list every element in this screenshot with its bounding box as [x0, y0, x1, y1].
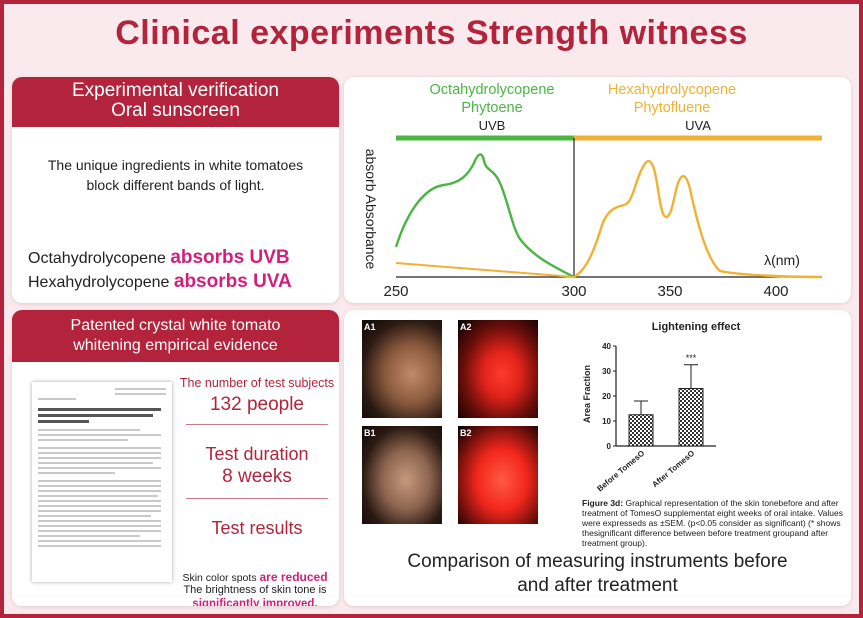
duration-label: Test duration — [205, 444, 309, 464]
oral-sunscreen-panel: Experimental verification Oral sunscreen… — [12, 77, 339, 303]
absorb1-effect: absorbs UVB — [170, 247, 290, 268]
whitening-evidence-panel: Patented crystal white tomato whitening … — [12, 310, 339, 606]
photo-b2: B2 — [458, 426, 538, 524]
bar-y-tick-label: 30 — [602, 367, 611, 376]
phytofluene-tail-curve — [395, 262, 575, 278]
green-label-line-2: Phytoene — [461, 100, 522, 116]
bar-category-label: After TomesO — [650, 449, 696, 490]
absorb-uva-statement: Hexahydrolycopene absorbs UVA — [28, 271, 338, 293]
photo-tag-b1: B1 — [364, 428, 376, 438]
absorbance-spectrum-chart: Octahydrolycopene Phytoene Hexahydrolyco… — [363, 82, 823, 300]
whitening-evidence-heading: Patented crystal white tomato whitening … — [12, 310, 339, 362]
result1-highlight: are reduced — [259, 570, 328, 584]
orange-label-line-1: Hexahydrolycopene — [608, 82, 736, 98]
bar-category-label: Before TomesO — [595, 449, 646, 494]
absorbance-spectrum-panel: Octahydrolycopene Phytoene Hexahydrolyco… — [344, 77, 851, 303]
green-label-line-1: Octahydrolycopene — [430, 82, 555, 98]
heading-line-2: Oral sunscreen — [111, 100, 240, 121]
compare-line-1: Comparison of measuring instruments befo… — [407, 551, 788, 572]
figure-caption: Figure 3d: Graphical representation of t… — [582, 498, 848, 548]
x-tick-250: 250 — [383, 283, 408, 300]
bar-y-tick-label: 0 — [607, 442, 612, 451]
caption-bold: Figure 3d: — [582, 498, 624, 508]
x-tick-350: 350 — [657, 283, 682, 300]
phytofluene-curve — [573, 160, 823, 279]
absorb1-name: Octahydrolycopene — [28, 250, 166, 267]
uva-label: UVA — [685, 118, 711, 133]
bar-chart-title: Lightening effect — [652, 321, 741, 333]
bar — [628, 414, 654, 447]
research-paper-thumbnail — [32, 382, 172, 582]
duration-value: 8 weeks — [222, 466, 292, 487]
caption-text: Graphical representation of the skin ton… — [582, 498, 843, 548]
compare-line-2: and after treatment — [517, 575, 678, 596]
photo-a1: A1 — [362, 320, 442, 418]
y-axis-label: absorb Absorbance — [363, 149, 379, 270]
bar-layer: 0 10 20 30 40 Before TomesO After TomesO *** — [595, 342, 716, 493]
bar-chart-ylabel: Area Fraction — [582, 365, 592, 423]
result-significant: significantly improved. — [192, 598, 318, 606]
absorb2-effect: absorbs UVA — [173, 271, 292, 292]
phytoene-curve — [394, 153, 575, 279]
subjects-label: The number of test subjects — [179, 376, 335, 390]
result1-prefix: Skin color spots — [182, 572, 260, 584]
page-title: Clinical experiments Strength witness — [115, 14, 748, 52]
desc-line-1: The unique ingredients in white tomatoes — [47, 157, 304, 173]
divider — [186, 498, 328, 499]
x-unit-label: λ(nm) — [764, 252, 800, 268]
absorb-uvb-statement: Octahydrolycopene absorbs UVB — [28, 247, 338, 269]
x-tick-300: 300 — [561, 283, 586, 300]
evidence-heading-line-2: whitening empirical evidence — [73, 337, 278, 354]
subjects-value: 132 people — [209, 394, 305, 415]
bar-y-tick-label: 40 — [602, 342, 611, 351]
orange-label-line-2: Phytofluene — [634, 100, 711, 116]
heading-line-1: Experimental verification — [72, 80, 279, 101]
photo-b1: B1 — [362, 426, 442, 524]
divider — [186, 424, 328, 425]
bar-y-tick-label: 20 — [602, 392, 611, 401]
x-tick-400: 400 — [763, 283, 788, 300]
result-brightness: The brightness of skin tone is — [183, 584, 327, 596]
ingredients-description: The unique ingredients in white tomatoes… — [12, 155, 339, 195]
bar-y-tick-label: 10 — [602, 417, 611, 426]
results-label: Test results — [211, 518, 303, 538]
uvb-label: UVB — [479, 118, 506, 133]
result-spots-reduced: Skin color spots are reduced — [172, 570, 338, 584]
photo-tag-a2: A2 — [460, 322, 472, 332]
instrument-comparison-panel: A1 A2 B1 B2 Lightening effect Area Fract… — [344, 310, 851, 606]
comparison-caption: Comparison of measuring instruments befo… — [344, 550, 851, 598]
photo-tag-a1: A1 — [364, 322, 376, 332]
photo-a2: A2 — [458, 320, 538, 418]
photo-tag-b2: B2 — [460, 428, 472, 438]
significance-marker: *** — [686, 353, 697, 363]
evidence-heading-line-1: Patented crystal white tomato — [70, 317, 281, 334]
absorb2-name: Hexahydrolycopene — [28, 274, 170, 291]
lightening-effect-chart: Lightening effect Area Fraction 0 10 20 30 4… — [582, 321, 741, 493]
desc-line-2: block different bands of light. — [86, 177, 265, 193]
oral-sunscreen-heading: Experimental verification Oral sunscreen — [12, 77, 339, 127]
bar — [678, 388, 704, 447]
